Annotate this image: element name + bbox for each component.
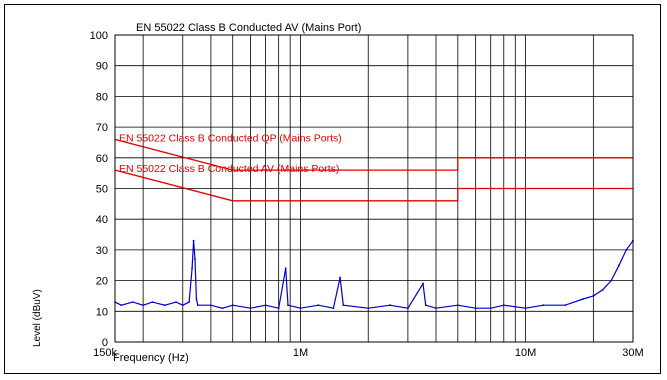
x-tick-label: 30M [622,347,643,359]
plot-border [114,34,634,343]
trace-point [489,307,492,310]
limit-line-2 [114,169,633,202]
trace-point [367,307,370,310]
y-tick-label: 70 [96,122,108,134]
trace-point [209,304,212,307]
x-axis-label: Frequency (Hz) [113,352,189,364]
limit-label-2: EN 55022 Class B Conducted AV (Mains Por… [119,163,339,175]
trace-point [151,301,154,303]
y-tick-label: 10 [96,306,108,318]
y-tick-label: 30 [96,245,108,257]
trace-point [191,267,193,270]
trace-point [618,264,620,267]
trace-layer [114,239,634,310]
trace-point [284,267,287,270]
trace-point [474,307,477,310]
trace-point [524,307,527,310]
trace-point [332,307,335,310]
trace-point [564,304,567,307]
trace-point [264,304,267,307]
trace-point [342,304,345,307]
y-tick-label: 60 [96,153,108,165]
chart-title: EN 55022 Class B Conducted AV (Mains Por… [136,22,361,34]
limit-lines [114,138,633,202]
emc-chart: 0 10 20 30 40 50 60 70 80 90 100 150k 1M 10M 30M EN 5… [32,22,644,364]
trace-point [231,304,234,307]
y-tick-label: 20 [96,276,108,288]
trace-point [582,298,584,300]
trace-point [175,301,177,303]
trace-point [317,304,320,307]
trace-point [249,307,252,310]
measurement-trace [114,240,634,309]
trace-point [120,304,123,307]
trace-point [542,304,545,307]
trace-point [287,304,289,307]
trace-point [406,307,409,310]
limit-label-1: EN 55022 Class B Conducted QP (Mains Por… [119,132,342,144]
trace-point [192,239,195,242]
x-tick-label: 10M [515,347,536,359]
trace-point [195,298,198,300]
trace-point [422,282,424,285]
limit-line-1 [114,138,633,171]
x-tick-labels: 150k 1M 10M 30M [93,347,644,359]
trace-point [221,307,224,310]
trace-point [625,249,628,251]
limit-labels: EN 55022 Class B Conducted QP (Mains Por… [119,132,342,175]
x-tick-label: 150k [93,347,117,359]
trace-point [299,307,302,310]
trace-point [424,304,427,307]
trace-point [181,304,184,307]
trace-point [339,276,342,279]
y-tick-label: 0 [102,337,108,349]
trace-point [435,307,437,310]
chart-frame: 0 10 20 30 40 50 60 70 80 90 100 150k 1M 10M 30M EN 5… [4,4,661,374]
trace-point [277,307,280,310]
y-tick-labels: 0 10 20 30 40 50 60 70 80 90 100 [90,30,108,349]
trace-point [196,304,199,307]
trace-point [592,295,595,297]
trace-point [456,304,459,307]
trace-point [194,258,196,261]
trace-point [142,304,145,307]
trace-point [610,279,613,282]
trace-point [164,304,166,307]
y-tick-label: 80 [96,91,108,103]
trace-point [502,304,505,307]
y-axis-label: Level (dBuV) [32,289,43,347]
y-tick-label: 90 [96,61,108,73]
trace-point [389,304,391,307]
trace-point [601,288,604,291]
y-tick-label: 50 [96,184,108,196]
x-tick-label: 1M [293,347,308,359]
y-tick-label: 100 [90,30,108,42]
trace-point [131,301,134,303]
trace-point [188,301,190,303]
y-tick-label: 40 [96,214,108,226]
